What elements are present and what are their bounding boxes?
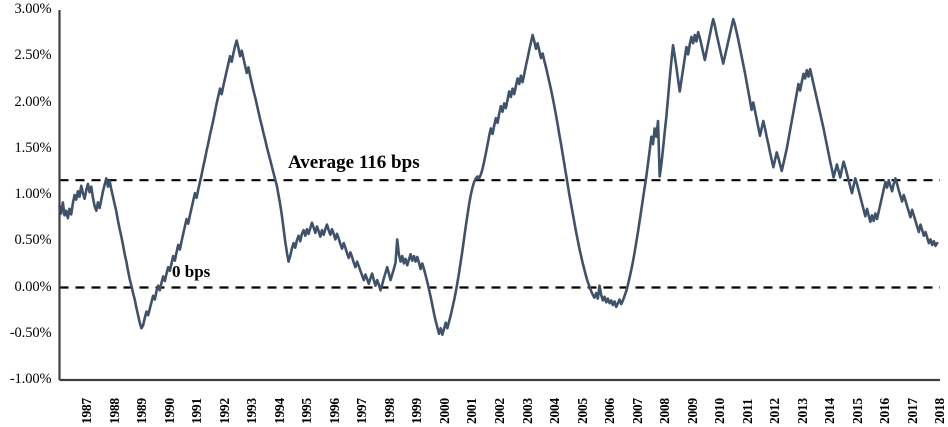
- x-axis-tick-label: 1993: [244, 398, 260, 424]
- x-axis-tick-label: 2005: [574, 398, 590, 424]
- x-axis-tick-label: 2007: [629, 398, 645, 424]
- x-axis-tick-label: 2001: [464, 398, 480, 424]
- x-axis-tick-label: 2018: [932, 398, 948, 424]
- y-axis-tick-label: 2.50%: [14, 47, 52, 64]
- x-axis-tick-label: 2008: [657, 398, 673, 424]
- x-axis-tick-label: 2014: [822, 398, 838, 424]
- x-axis-tick-label: 1990: [161, 398, 177, 424]
- y-axis-tick-label: 0.00%: [14, 278, 52, 295]
- x-axis-tick-label: 2006: [602, 398, 618, 424]
- annotation-label-average: Average 116 bps: [288, 152, 420, 173]
- x-axis-tick-label: 1994: [271, 398, 287, 424]
- x-axis-tick-label: 1998: [381, 398, 397, 424]
- x-axis-tick-label: 1991: [189, 398, 205, 424]
- x-axis-tick-label: 2017: [904, 398, 920, 424]
- y-axis-tick-label: 3.00%: [14, 1, 52, 17]
- x-axis-tick-label: 1999: [409, 398, 425, 424]
- x-axis-tick-label: 1997: [354, 398, 370, 424]
- x-axis-tick-label: 2016: [877, 398, 893, 424]
- x-axis-tick-label: 2010: [712, 398, 728, 424]
- x-axis-tick-label: 1992: [216, 398, 232, 424]
- x-axis-tick-label: 2015: [849, 398, 865, 424]
- x-axis-tick-label: 2000: [436, 398, 452, 424]
- x-axis-tick-label: 2011: [739, 398, 755, 424]
- x-axis-tick-label: 1989: [134, 398, 150, 424]
- x-axis-tick-label: 2002: [491, 398, 507, 424]
- x-axis-tick-label: 2004: [547, 398, 563, 424]
- x-axis-tick-label: 2012: [767, 398, 783, 424]
- y-axis-tick-label: 1.50%: [14, 139, 52, 156]
- x-axis-tick-label: 1987: [79, 398, 95, 424]
- y-axis-tick-label: -0.50%: [9, 324, 52, 341]
- x-axis-tick-label: 1988: [106, 398, 122, 424]
- series-line-0: [58, 17, 939, 336]
- annotation-label-zero: 0 bps: [172, 262, 211, 281]
- y-axis-tick-label: 0.50%: [14, 232, 52, 249]
- x-axis-tick-label: 1996: [326, 398, 342, 424]
- x-axis-tick-label: 2003: [519, 398, 535, 424]
- x-axis-tick-label: 2013: [794, 398, 810, 424]
- y-axis-tick-label: 1.00%: [14, 186, 52, 202]
- x-axis-tick-label: 2009: [684, 398, 700, 424]
- y-axis-tick-label: 2.00%: [14, 93, 52, 110]
- x-axis-tick-label: 1995: [299, 398, 315, 424]
- y-axis-tick-label: -1.00%: [9, 371, 52, 387]
